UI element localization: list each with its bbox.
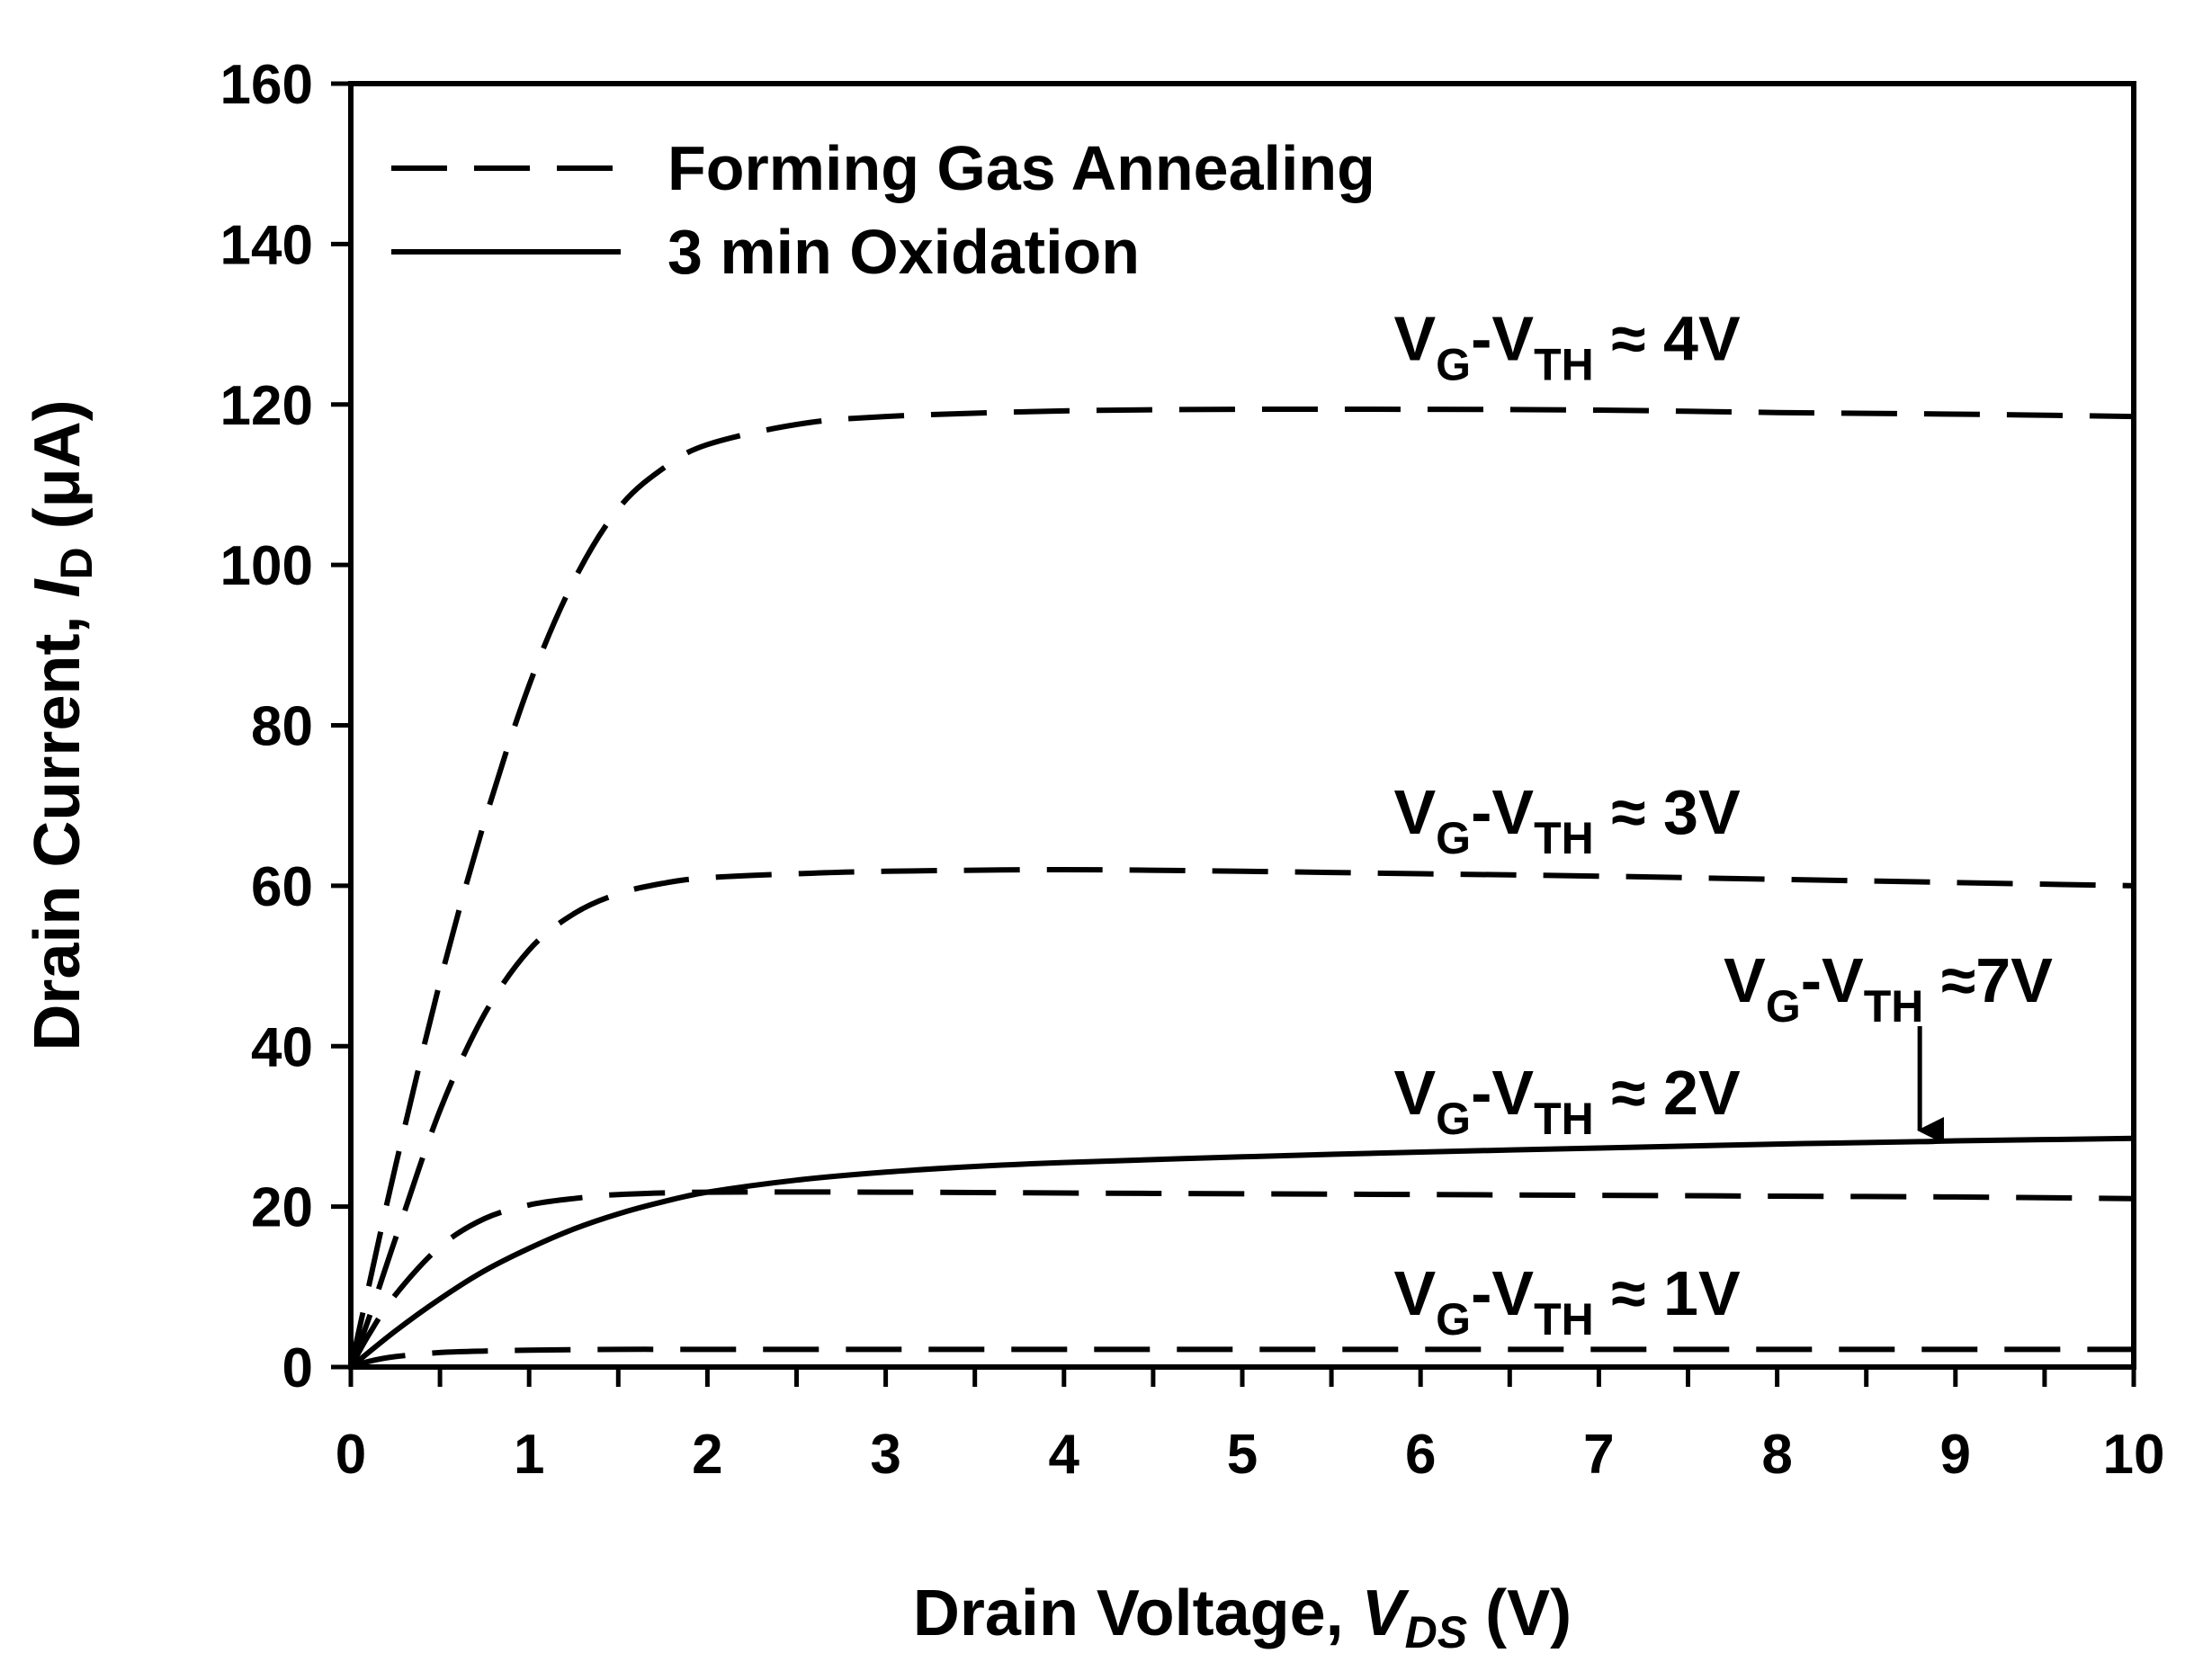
curve-annotation: VG-VTH ≈ 2V [1393, 1058, 1741, 1144]
curve-annotation: VG-VTH ≈ 4V [1393, 304, 1741, 390]
x-tick-label: 3 [870, 1424, 900, 1486]
y-tick-label: 80 [251, 696, 313, 758]
legend-label: 3 min Oxidation [667, 217, 1140, 287]
x-tick-label: 9 [1940, 1424, 1971, 1486]
annotations: VG-VTH ≈ 4V VG-VTH ≈ 3V VG-VTH ≈7V VG-VTH ≈… [1393, 304, 2053, 1345]
curve-annotation: VG-VTH ≈7V [1724, 945, 2053, 1032]
legend: Forming Gas Annealing 3 min Oxidation [391, 133, 1375, 287]
curve-annotation: VG-VTH ≈ 1V [1393, 1258, 1741, 1345]
series-line-1 [348, 406, 2135, 1368]
y-tick-label: 140 [220, 214, 313, 276]
y-tick-label: 60 [251, 856, 313, 918]
y-tick-label: 0 [282, 1337, 313, 1399]
y-tick-label: 160 [220, 54, 313, 116]
plot-frame [348, 81, 2136, 1370]
x-tick-label: 5 [1227, 1424, 1258, 1486]
x-axis-title: Drain Voltage, VDS (V) [913, 1577, 1572, 1658]
x-tick-label: 4 [1049, 1424, 1080, 1486]
y-tick-label: 100 [220, 535, 313, 597]
x-tick-label: 7 [1583, 1424, 1614, 1486]
x-tick-label: 10 [2103, 1424, 2165, 1486]
series-line-3 [348, 1189, 2135, 1369]
x-tick-label: 6 [1405, 1424, 1436, 1486]
legend-label: Forming Gas Annealing [667, 133, 1375, 203]
series-line-2 [348, 866, 2135, 1369]
series-line-5 [349, 1135, 2135, 1370]
x-tick-label: 1 [514, 1424, 544, 1486]
y-axis-title: Drain Current, ID (μA) [22, 399, 102, 1050]
y-tick-label: 40 [251, 1016, 313, 1078]
x-tick-label: 8 [1761, 1424, 1792, 1486]
y-tick-label: 120 [220, 375, 313, 437]
y-tick-label: 20 [251, 1177, 313, 1239]
x-tick-label: 0 [336, 1424, 366, 1486]
series-group [348, 406, 2135, 1370]
x-tick-label: 2 [692, 1424, 722, 1486]
series-line-4 [350, 1346, 2134, 1370]
curve-annotation: VG-VTH ≈ 3V [1393, 777, 1741, 863]
